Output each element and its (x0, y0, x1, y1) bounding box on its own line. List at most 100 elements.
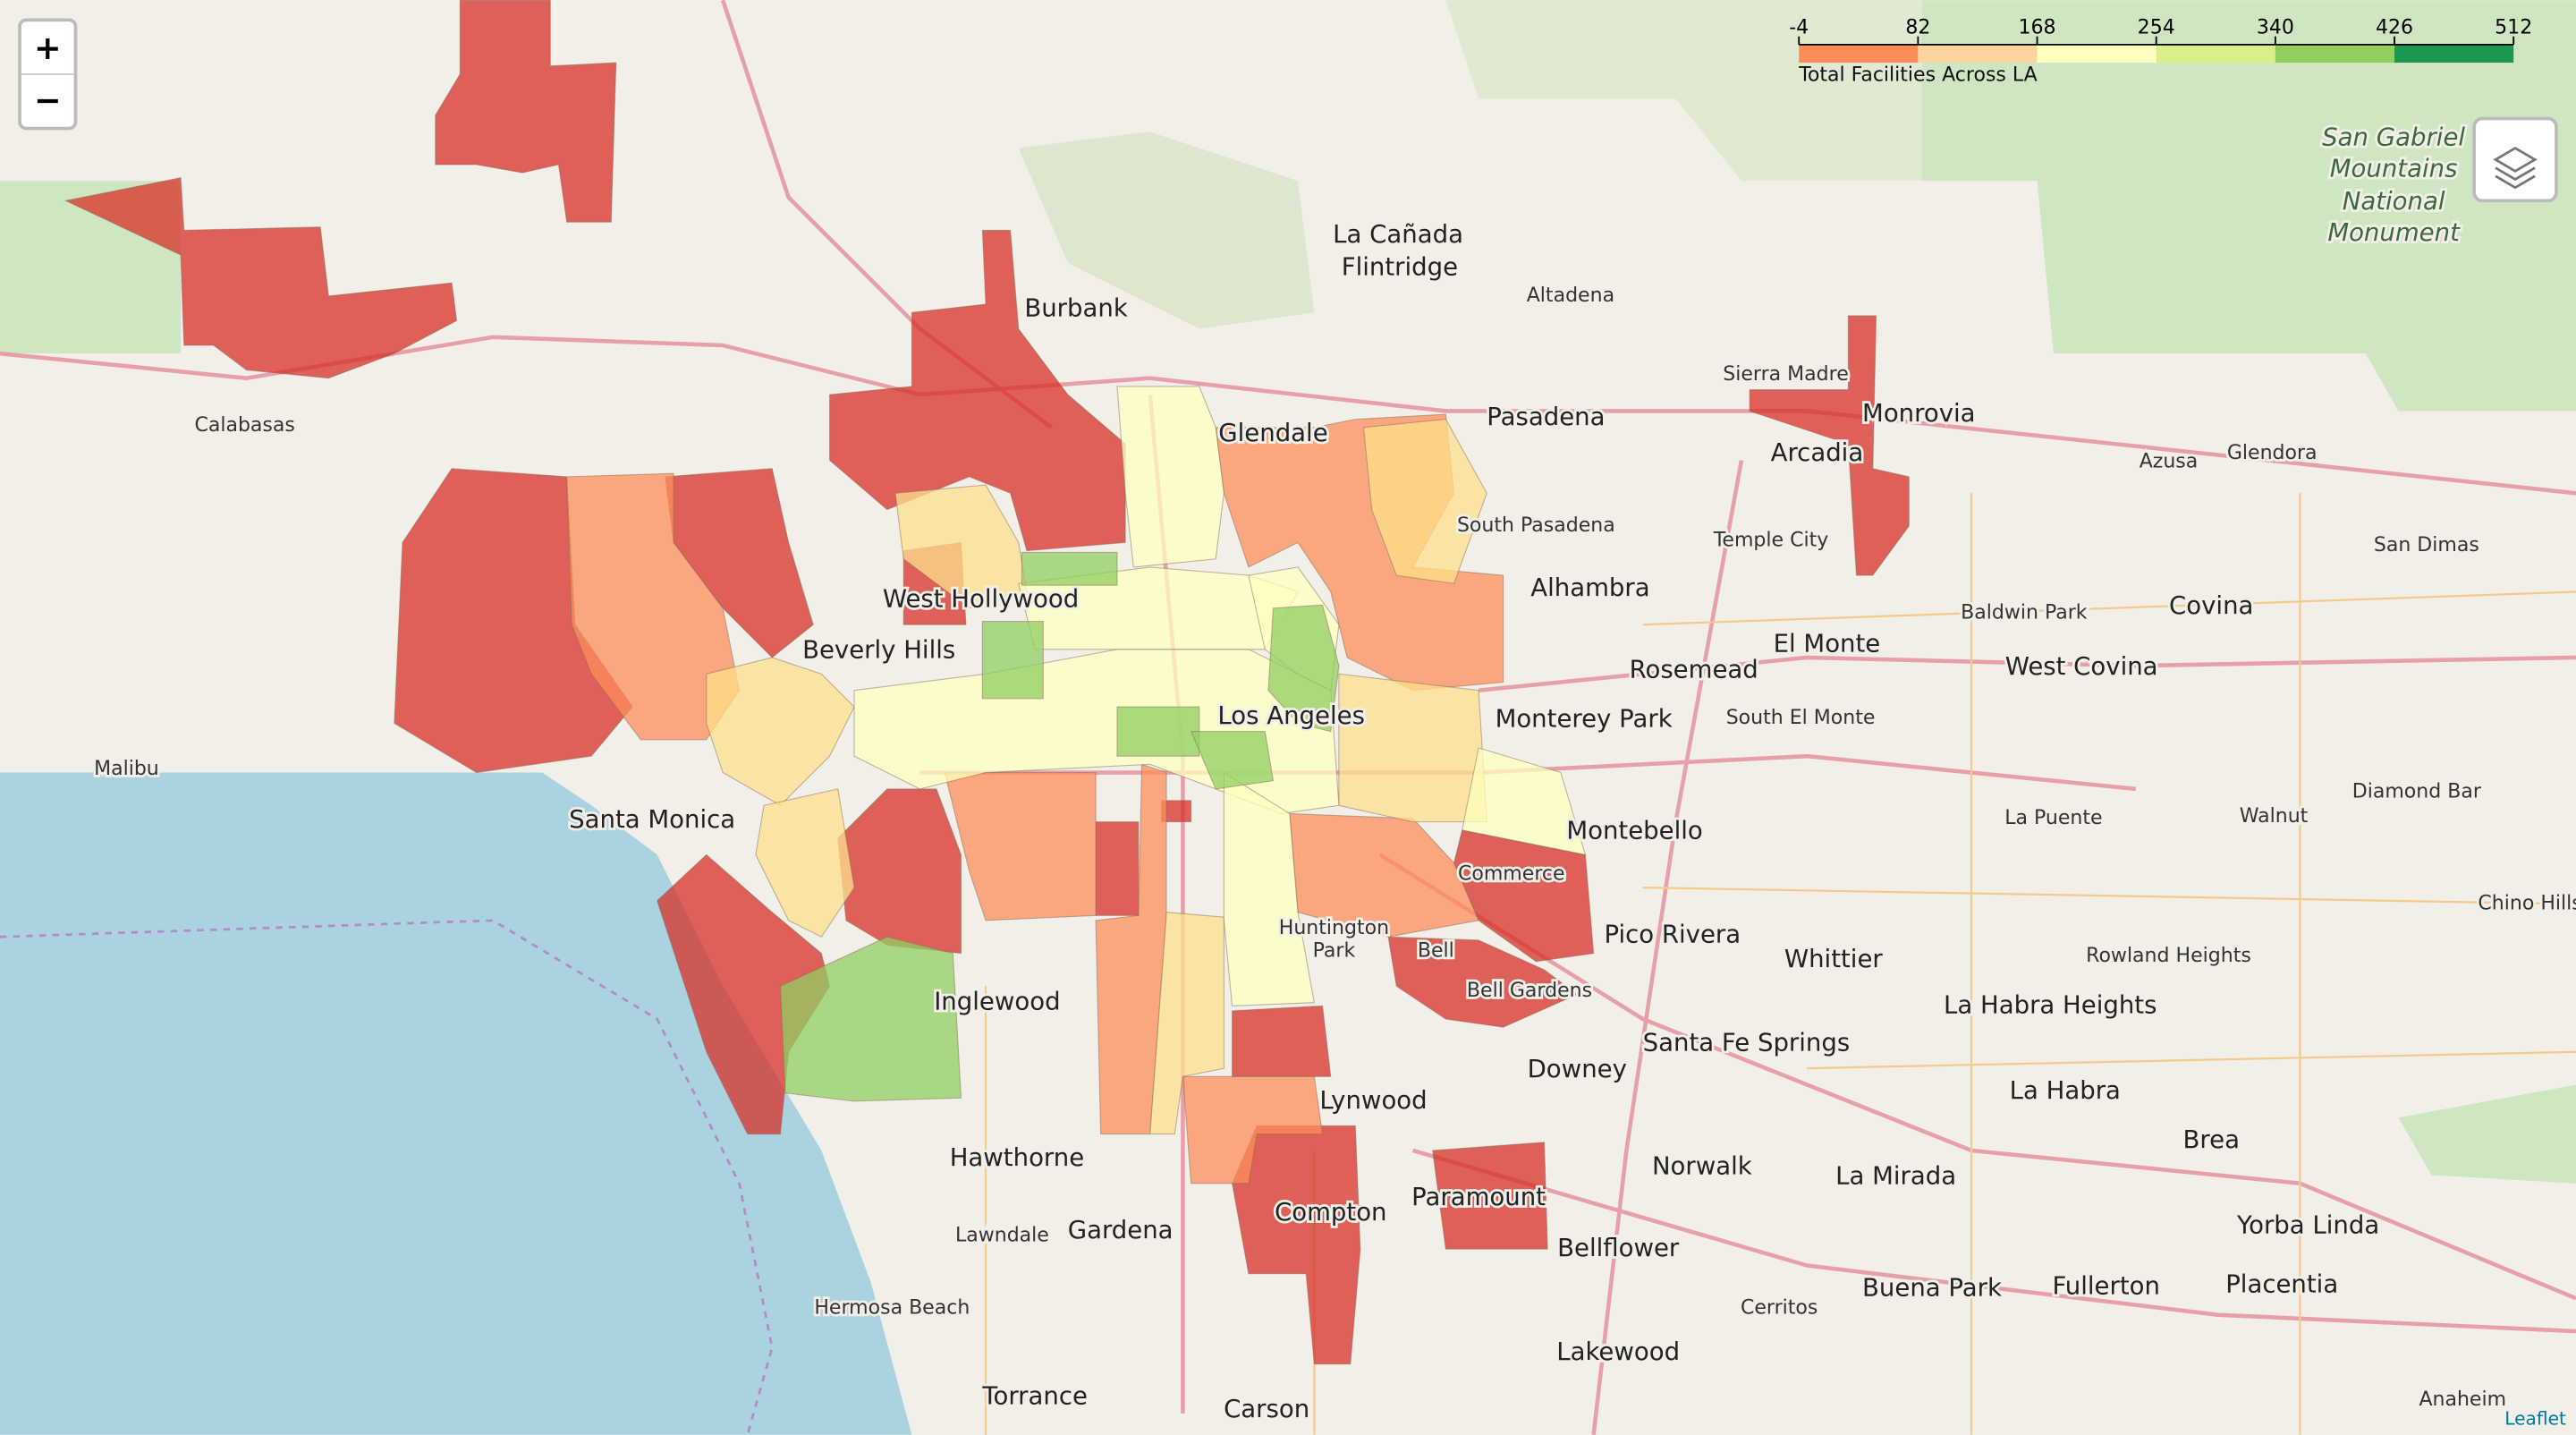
place-label: La Cañada (1333, 220, 1463, 249)
zoom-in[interactable]: + (34, 29, 62, 67)
legend-swatch (2394, 44, 2514, 64)
region[interactable] (829, 229, 1126, 552)
zoom-out[interactable]: − (34, 81, 62, 120)
legend-caption: Total Facilities Across LA (1798, 64, 2038, 87)
place-label: Huntington (1279, 917, 1389, 939)
legend-tick-label: 168 (2019, 16, 2056, 38)
region[interactable] (1223, 771, 1316, 1006)
place-label: Malibu (94, 758, 159, 780)
place-label: Alhambra (1530, 573, 1649, 602)
place-label: Baldwin Park (1961, 601, 2088, 624)
place-label: Burbank (1024, 294, 1128, 323)
place-label: Buena Park (1862, 1273, 2002, 1302)
place-label: Pico Rivera (1604, 920, 1741, 948)
legend-swatch (2156, 44, 2275, 64)
region[interactable] (1095, 763, 1167, 1135)
region[interactable] (64, 176, 458, 379)
place-label: Gardena (1068, 1216, 1174, 1244)
place-label: West Hollywood (883, 585, 1079, 614)
place-label: La Habra (2010, 1076, 2121, 1105)
place-label: West Covina (2005, 652, 2158, 681)
legend-swatch (1918, 44, 2038, 64)
place-label: Temple City (1713, 530, 1829, 552)
place-label: Park (1313, 940, 1356, 963)
place-label: Altadena (1527, 284, 1614, 307)
region[interactable] (1182, 1075, 1324, 1185)
legend-tick-label: 426 (2376, 16, 2413, 38)
attribution[interactable]: Leaflet (2504, 1408, 2566, 1430)
zoom-control: + − (18, 18, 78, 131)
legend-swatch (1799, 44, 1919, 64)
region[interactable] (706, 657, 855, 806)
region[interactable] (1190, 731, 1275, 790)
legend-tick-label: 512 (2495, 16, 2532, 38)
place-label: Calabasas (194, 414, 294, 437)
place-label: Rowland Heights (2086, 945, 2251, 967)
region[interactable] (1267, 604, 1340, 733)
place-label: Lakewood (1556, 1337, 1680, 1366)
place-label: El Monte (1774, 629, 1881, 658)
place-label: Azusa (2140, 450, 2199, 472)
place-label: Anaheim (2419, 1388, 2506, 1411)
legend-tick-label: 340 (2257, 16, 2294, 38)
place-label: Glendora (2227, 442, 2318, 464)
region[interactable] (1021, 551, 1118, 586)
place-label: Compton (1275, 1198, 1387, 1227)
region[interactable] (1338, 673, 1487, 823)
place-label: Pasadena (1487, 403, 1605, 431)
place-label: Norwalk (1652, 1151, 1752, 1180)
place-label: Whittier (1784, 945, 1884, 973)
region[interactable] (755, 788, 855, 938)
place-label: Beverly Hills (802, 636, 955, 665)
region[interactable] (1749, 315, 1910, 576)
region[interactable] (1095, 821, 1140, 916)
place-label: Placentia (2225, 1270, 2338, 1299)
region[interactable] (1387, 936, 1579, 1028)
place-label: Santa Fe Springs (1643, 1029, 1851, 1057)
place-label: Cerritos (1741, 1296, 1818, 1319)
place-label: Yorba Linda (2236, 1210, 2379, 1239)
place-label: La Mirada (1835, 1161, 1956, 1190)
place-label: Bellflower (1557, 1234, 1680, 1262)
place-label: Santa Monica (569, 805, 735, 834)
place-label: Downey (1528, 1055, 1627, 1083)
place-label: Carson (1224, 1395, 1309, 1423)
region[interactable] (1432, 1142, 1548, 1250)
place-label: Monrovia (1862, 399, 1975, 428)
region[interactable] (1362, 419, 1487, 584)
region[interactable] (1462, 747, 1587, 856)
region[interactable] (779, 936, 962, 1102)
place-label: Commerce (1458, 862, 1565, 885)
place-label: Bell (1418, 940, 1454, 963)
place-label: Diamond Bar (2352, 781, 2482, 803)
place-label: Inglewood (934, 988, 1060, 1016)
place-label: Hawthorne (950, 1143, 1085, 1172)
legend-tick-label: -4 (1789, 16, 1809, 38)
place-label: Chino Hills (2478, 892, 2576, 914)
place-label: San Gabriel (2322, 123, 2465, 152)
place-label: Walnut (2240, 805, 2309, 828)
region[interactable] (1232, 1005, 1332, 1077)
place-label: National (2343, 187, 2445, 216)
region[interactable] (1116, 386, 1224, 568)
place-label: Mountains (2330, 154, 2458, 183)
region[interactable] (1231, 1125, 1361, 1365)
region[interactable] (1116, 706, 1200, 757)
place-label: Sierra Madre (1723, 363, 1849, 386)
place-label: Fullerton (2052, 1271, 2160, 1300)
place-label: Arcadia (1771, 438, 1864, 467)
choropleth (64, 0, 1910, 1365)
region[interactable] (944, 771, 1097, 921)
place-label: La Habra Heights (1944, 990, 2157, 1019)
region[interactable] (981, 621, 1044, 700)
legend-swatch (2275, 44, 2395, 64)
place-label: Lynwood (1319, 1086, 1427, 1115)
layer-control[interactable] (2472, 116, 2558, 203)
place-label: Hermosa Beach (814, 1296, 970, 1319)
legend-tick-label: 254 (2138, 16, 2175, 38)
place-label: Rosemead (1630, 656, 1758, 684)
legend-swatch (2037, 44, 2157, 64)
region[interactable] (837, 788, 962, 955)
region[interactable] (435, 0, 617, 223)
